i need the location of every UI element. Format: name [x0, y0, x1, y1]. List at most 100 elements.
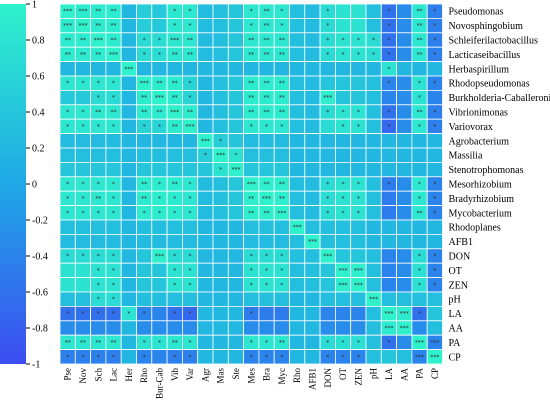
heatmap-cell: [304, 75, 321, 91]
significance-mark: **: [65, 51, 71, 58]
colorbar-ticks: 1 0.8 0.6 0.4 0.2 0 -0.2 -0.4 -0.6 -0.8 -1: [26, 0, 48, 371]
significance-mark: **: [111, 8, 117, 15]
heatmap-cell: [304, 176, 321, 192]
significance-mark: *: [97, 80, 100, 87]
column-label: Pse: [63, 368, 73, 381]
column-label: AA: [399, 368, 409, 381]
significance-mark: ***: [308, 239, 317, 246]
colorbar: 1 0.8 0.6 0.4 0.2 0 -0.2 -0.4 -0.6 -0.8 -1: [0, 0, 48, 371]
significance-mark: *: [250, 354, 253, 361]
heatmap-cell: [59, 277, 76, 293]
heatmap-cell: [120, 219, 137, 235]
heatmap-cell: [227, 205, 245, 221]
significance-mark: *: [189, 8, 192, 15]
heatmap-cell: [120, 334, 137, 351]
significance-mark: **: [156, 80, 162, 87]
significance-mark: *: [158, 195, 161, 202]
heatmap-cell: [74, 147, 92, 163]
significance-mark: **: [172, 339, 178, 346]
significance-mark: *: [357, 51, 360, 58]
significance-mark: *: [112, 311, 115, 318]
heatmap-cell: [365, 90, 382, 106]
heatmap-cell: [136, 17, 153, 34]
heatmap-cell: [120, 349, 137, 365]
significance-mark: *: [326, 37, 329, 44]
significance-mark: *: [342, 210, 345, 217]
heatmap-cell: [227, 248, 245, 264]
heatmap-cell: [120, 320, 137, 336]
row-label: Variovorax: [449, 122, 493, 133]
heatmap-cell: [426, 349, 443, 365]
heatmap-cell: [136, 248, 153, 264]
heatmap-cell: [334, 219, 352, 235]
significance-mark: *: [189, 354, 192, 361]
heatmap-cell: [90, 233, 107, 250]
heatmap-cell: [289, 262, 306, 279]
heatmap-cell: [396, 90, 413, 106]
heatmap-cell: [181, 219, 199, 235]
heatmap-cell: [350, 3, 367, 19]
heatmap-cell: [350, 17, 367, 34]
column-label: Agr: [200, 368, 210, 382]
heatmap-cell: [227, 320, 245, 336]
heatmap-cell: [426, 233, 443, 250]
significance-mark: *: [433, 37, 436, 44]
significance-mark: *: [81, 210, 84, 217]
column-label: pH: [369, 368, 379, 380]
significance-mark: ***: [354, 267, 363, 274]
heatmap-cell: [289, 349, 306, 365]
column-label: Rho: [292, 368, 302, 384]
heatmap-cell: [396, 46, 413, 63]
colorbar-tick-label: -0.6: [32, 288, 48, 299]
heatmap-cell: [396, 205, 413, 221]
significance-mark: *: [418, 253, 421, 260]
significance-mark: *: [433, 80, 436, 87]
row-label: Rhodopseudomonas: [449, 79, 530, 90]
heatmap-cell: [136, 219, 153, 235]
significance-mark: **: [417, 23, 423, 30]
heatmap-cell: [197, 161, 214, 178]
significance-mark: *: [433, 23, 436, 30]
significance-mark: **: [65, 37, 71, 44]
heatmap-cell: [181, 147, 199, 163]
row-label: Mesorhizobium: [449, 180, 513, 191]
heatmap-cell: [197, 17, 214, 34]
heatmap-cell: [90, 61, 107, 77]
heatmap-cell: [319, 61, 336, 77]
significance-mark: **: [156, 109, 162, 116]
heatmap-cell: [426, 291, 443, 307]
significance-mark: *: [418, 80, 421, 87]
significance-mark: *: [357, 354, 360, 361]
heatmap-cell: [396, 190, 413, 206]
significance-mark: *: [387, 123, 390, 130]
significance-mark: *: [81, 311, 84, 318]
heatmap-cell: [380, 349, 397, 365]
significance-mark: *: [357, 210, 360, 217]
heatmap-cell: [289, 118, 306, 134]
heatmap-cell: [120, 277, 137, 293]
significance-mark: ***: [323, 253, 332, 260]
row-labels: Pseudomonas Novosphingobium Schleiferilact…: [449, 7, 550, 364]
significance-mark: ***: [400, 311, 409, 318]
significance-mark: **: [172, 95, 178, 102]
heatmap-cell: [120, 90, 137, 106]
significance-mark: *: [433, 109, 436, 116]
heatmap-cell: [411, 133, 428, 149]
heatmap-cell: [334, 305, 352, 322]
heatmap-cell: [289, 233, 306, 250]
significance-mark: *: [250, 23, 253, 30]
heatmap-cell: [396, 248, 413, 264]
row-label: Novosphingobium: [449, 21, 524, 32]
significance-mark: *: [112, 80, 115, 87]
significance-mark: *: [66, 311, 69, 318]
heatmap-cell: [380, 262, 397, 279]
significance-mark: ***: [369, 296, 378, 303]
significance-mark: **: [141, 181, 147, 188]
heatmap-cell: [166, 320, 183, 336]
heatmap-cell: [166, 133, 183, 149]
heatmap-cell: [396, 277, 413, 293]
heatmap-cell: [197, 118, 214, 134]
significance-mark: **: [248, 37, 254, 44]
row-label: Massilia: [449, 151, 483, 162]
significance-mark: **: [279, 80, 285, 87]
